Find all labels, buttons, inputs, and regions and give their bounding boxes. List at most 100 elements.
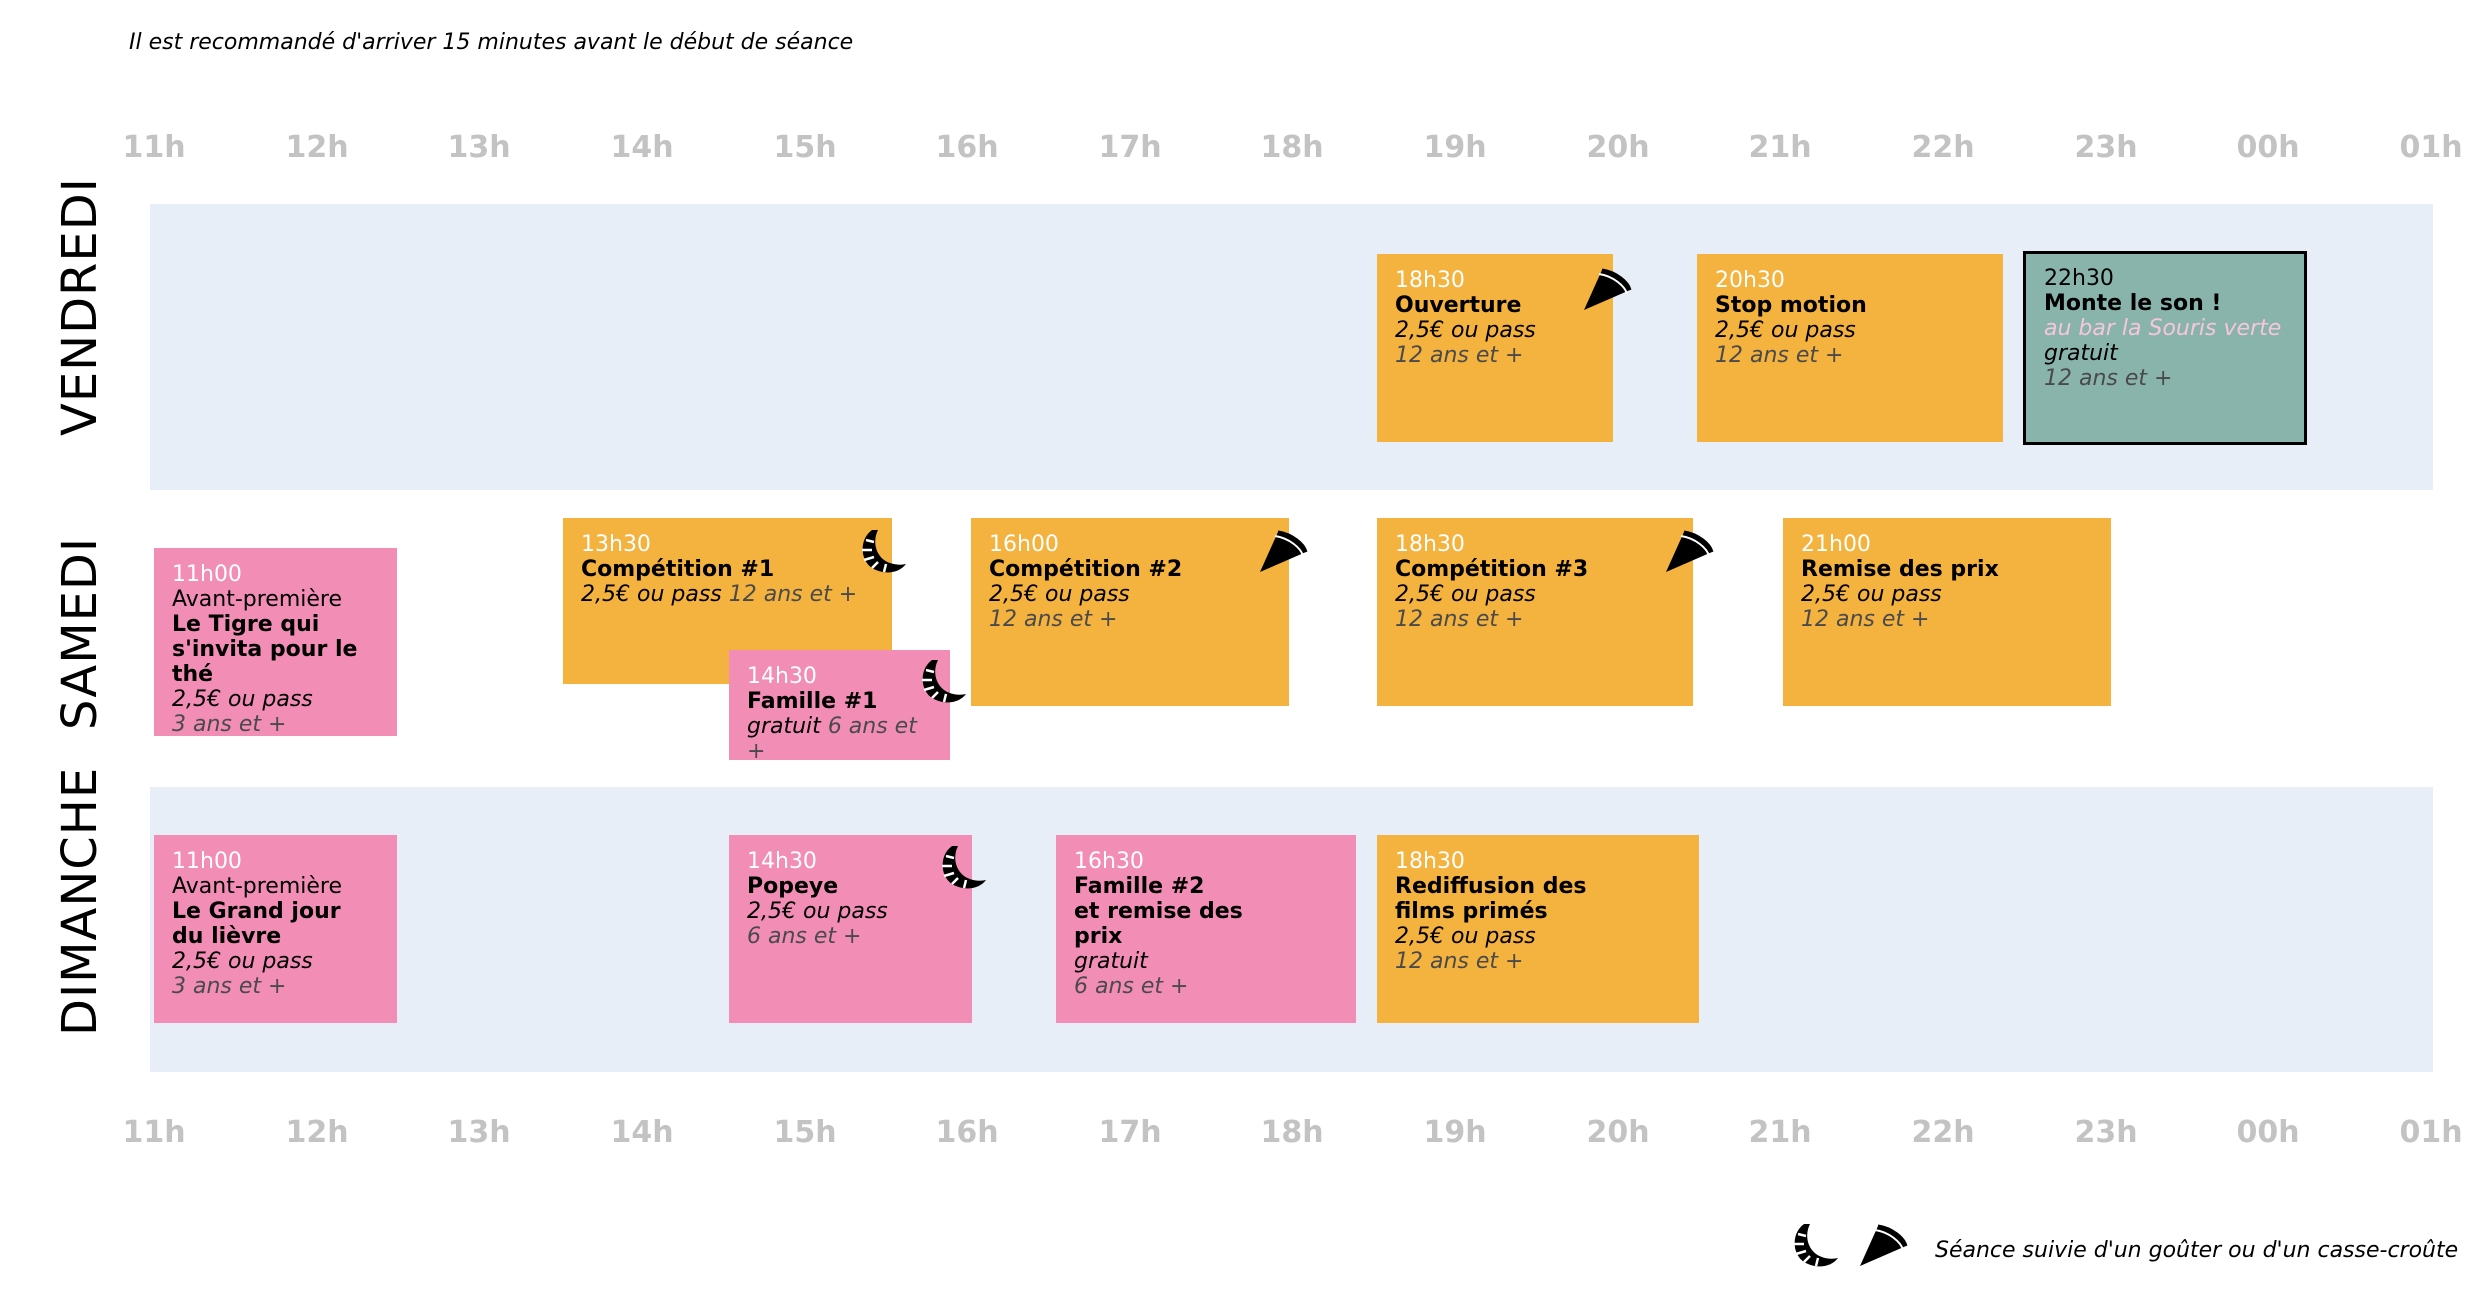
event-time: 20h30 <box>1715 268 1785 293</box>
event-price: 2,5€ ou pass <box>1395 318 1536 343</box>
event-title-line: et remise des <box>1074 899 1243 924</box>
event-time: 18h30 <box>1395 849 1465 874</box>
event-stop-motion[interactable]: 20h30 Stop motion 2,5€ ou pass 12 ans et… <box>1697 254 2003 442</box>
event-time: 11h00 <box>172 562 242 587</box>
event-age: 12 ans et + <box>728 582 858 607</box>
hour-label: 23h <box>2074 1115 2138 1150</box>
event-title-line: Rediffusion des <box>1395 874 1587 899</box>
event-age: 12 ans et + <box>1395 607 1524 632</box>
hour-label: 14h <box>610 130 674 165</box>
event-price: 2,5€ ou pass <box>989 582 1130 607</box>
event-time: 21h00 <box>1801 532 1871 557</box>
event-remise-des-prix[interactable]: 21h00 Remise des prix 2,5€ ou pass 12 an… <box>1783 518 2111 706</box>
hour-label: 13h <box>447 1115 511 1150</box>
hour-label: 15h <box>773 1115 837 1150</box>
event-competition-2[interactable]: 16h00 Compétition #2 2,5€ ou pass 12 ans… <box>971 518 1289 706</box>
event-price: 2,5€ ou pass <box>172 687 313 712</box>
event-title: Compétition #2 <box>989 557 1183 582</box>
event-age: 12 ans et + <box>1801 607 1930 632</box>
event-title-line: films primés <box>1395 899 1548 924</box>
hour-label: 17h <box>1098 1115 1162 1150</box>
event-subtitle: Avant-première <box>172 587 343 612</box>
event-time: 14h30 <box>747 664 817 689</box>
event-price: 2,5€ ou pass <box>1801 582 1942 607</box>
event-price: 2,5€ ou pass <box>1395 924 1536 949</box>
event-title: Ouverture <box>1395 293 1522 318</box>
event-location: au bar la Souris verte <box>2044 316 2282 341</box>
event-title: Compétition #1 <box>581 557 775 582</box>
event-age: 12 ans et + <box>2044 366 2173 391</box>
hour-label: 20h <box>1586 130 1650 165</box>
hour-label: 11h <box>122 1115 186 1150</box>
hour-label: 15h <box>773 130 837 165</box>
event-time: 22h30 <box>2044 266 2114 291</box>
event-price: 2,5€ ou pass <box>1395 582 1536 607</box>
event-famille-1[interactable]: 14h30 Famille #1 gratuit 6 ans et + <box>729 650 950 764</box>
event-monte-le-son[interactable]: 22h30 Monte le son ! au bar la Souris ve… <box>2023 251 2307 445</box>
event-time: 16h30 <box>1074 849 1144 874</box>
croissant-icon <box>936 842 990 892</box>
legend-text: Séance suivie d'un goûter ou d'un casse-… <box>1935 1238 2459 1263</box>
event-title: Popeye <box>747 874 839 899</box>
hour-label: 11h <box>122 130 186 165</box>
event-grand-jour-du-lievre[interactable]: 11h00 Avant-première Le Grand jour du li… <box>154 835 397 1023</box>
pie-icon <box>1662 526 1716 576</box>
hours-axis-top: 11h 12h 13h 14h 15h 16h 17h 18h 19h 20h … <box>0 130 2480 170</box>
hour-label: 23h <box>2074 130 2138 165</box>
event-ouverture[interactable]: 18h30 Ouverture 2,5€ ou pass 12 ans et + <box>1377 254 1613 442</box>
event-age: 12 ans et + <box>989 607 1118 632</box>
event-title-line: du lièvre <box>172 924 282 949</box>
event-time: 18h30 <box>1395 268 1465 293</box>
day-label-vendredi: VENDREDI <box>52 177 108 436</box>
event-time: 18h30 <box>1395 532 1465 557</box>
event-le-tigre[interactable]: 11h00 Avant-première Le Tigre qui s'invi… <box>154 548 397 737</box>
event-popeye[interactable]: 14h30 Popeye 2,5€ ou pass 6 ans et + <box>729 835 972 1023</box>
event-title-line: Famille #2 <box>1074 874 1205 899</box>
event-price: 2,5€ ou pass <box>747 899 888 924</box>
event-title-line: Le Grand jour <box>172 899 341 924</box>
croissant-icon <box>1788 1220 1842 1270</box>
event-time: 16h00 <box>989 532 1059 557</box>
event-age: 12 ans et + <box>1395 949 1524 974</box>
hour-label: 16h <box>935 130 999 165</box>
hour-label: 14h <box>610 1115 674 1150</box>
event-title: Monte le son ! <box>2044 291 2222 316</box>
croissant-icon <box>916 656 970 706</box>
event-title: Compétition #3 <box>1395 557 1589 582</box>
arrival-note: Il est recommandé d'arriver 15 minutes a… <box>129 30 854 55</box>
hour-label: 19h <box>1423 1115 1487 1150</box>
event-famille-2[interactable]: 16h30 Famille #2 et remise des prix grat… <box>1056 835 1356 1023</box>
hour-label: 18h <box>1260 1115 1324 1150</box>
pie-icon <box>1256 526 1310 576</box>
event-age: 3 ans et + <box>172 974 287 999</box>
event-price: gratuit <box>747 714 821 739</box>
hour-label: 22h <box>1911 130 1975 165</box>
day-label-dimanche: DIMANCHE <box>52 766 108 1036</box>
event-price: gratuit <box>1074 949 1148 974</box>
event-time: 14h30 <box>747 849 817 874</box>
event-time: 11h00 <box>172 849 242 874</box>
hour-label: 13h <box>447 130 511 165</box>
event-age: 12 ans et + <box>1395 343 1524 368</box>
hour-label: 21h <box>1748 1115 1812 1150</box>
event-rediffusion[interactable]: 18h30 Rediffusion des films primés 2,5€ … <box>1377 835 1699 1023</box>
event-time: 13h30 <box>581 532 651 557</box>
hour-label: 21h <box>1748 130 1812 165</box>
hour-label: 12h <box>285 1115 349 1150</box>
event-price: 2,5€ ou pass <box>581 582 722 607</box>
event-age: 3 ans et + <box>172 712 287 737</box>
event-age: 6 ans et + <box>1074 974 1189 999</box>
hour-label: 01h <box>2399 130 2463 165</box>
event-title: Famille #1 <box>747 689 878 714</box>
event-title-line: prix <box>1074 924 1123 949</box>
event-title-line: Le Tigre qui <box>172 612 320 637</box>
event-age: 12 ans et + <box>1715 343 1844 368</box>
event-price: gratuit <box>2044 341 2118 366</box>
event-title: Remise des prix <box>1801 557 1999 582</box>
hour-label: 00h <box>2236 1115 2300 1150</box>
hour-label: 22h <box>1911 1115 1975 1150</box>
hour-label: 18h <box>1260 130 1324 165</box>
hour-label: 01h <box>2399 1115 2463 1150</box>
pie-icon <box>1580 264 1634 314</box>
event-competition-3[interactable]: 18h30 Compétition #3 2,5€ ou pass 12 ans… <box>1377 518 1693 706</box>
